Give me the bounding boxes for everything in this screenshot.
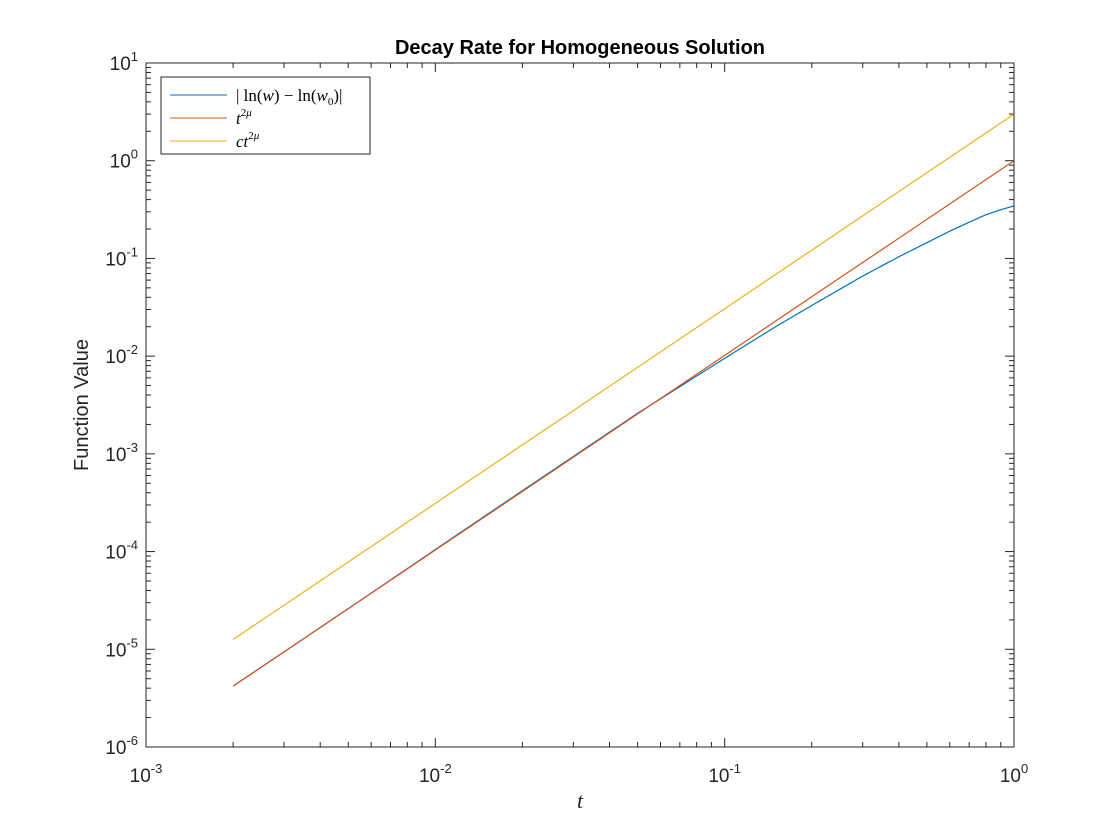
legend: | ln(w) − ln(w0)| t2μ ct2μ <box>160 76 371 155</box>
x-tick-label: 10-3 <box>130 761 163 787</box>
y-tick-label: 10-3 <box>105 440 138 466</box>
series-layer <box>232 113 1015 687</box>
x-tick-label: 10-1 <box>708 761 741 787</box>
y-tick-label: 10-4 <box>105 538 138 564</box>
x-tick-label: 10-2 <box>419 761 452 787</box>
plot-area <box>146 63 1014 747</box>
legend-label-t-power: t2μ <box>236 107 252 128</box>
series-ct-power <box>232 113 1015 640</box>
y-tick-label: 101 <box>110 49 138 75</box>
chart-title: Decay Rate for Homogeneous Solution <box>395 37 765 59</box>
ticks-layer <box>145 62 1015 748</box>
y-tick-label: 10-1 <box>105 244 138 270</box>
x-tick-label: 100 <box>1000 761 1028 787</box>
legend-label-ct-power: ct2μ <box>236 130 260 151</box>
plot-frame <box>145 62 1015 748</box>
y-tick-label: 100 <box>110 147 138 173</box>
y-tick-label: 10-6 <box>105 733 138 759</box>
legend-label-abs-log-diff: | ln(w) − ln(w0)| <box>236 86 342 108</box>
x-axis-title: t <box>577 788 584 813</box>
y-tick-label: 10-2 <box>105 342 138 368</box>
y-axis-title: Function Value <box>71 339 93 471</box>
tick-labels-layer: 10-3 10-2 10-1 100 10-6 10-5 10-4 10-3 10-2 10-1 1… <box>105 49 1028 787</box>
series-t-power <box>232 160 1015 687</box>
y-tick-label: 10-5 <box>105 635 138 661</box>
